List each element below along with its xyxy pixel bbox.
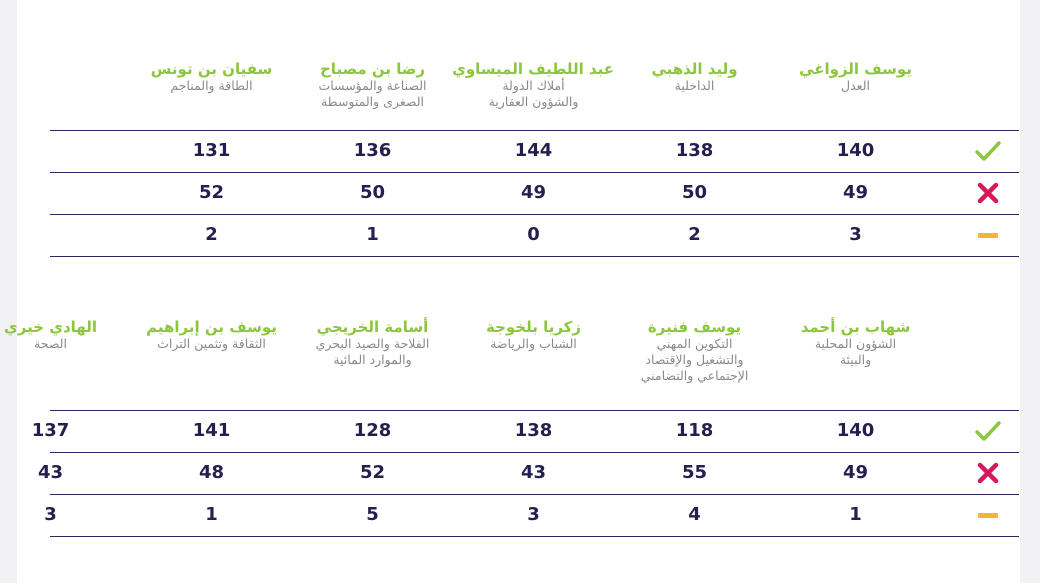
table-divider [50,130,1019,131]
vote-count-for: 140 [836,420,875,441]
vote-row-for: 140 138 144 136 131 [50,130,1019,172]
vote-count-for: 138 [675,140,714,161]
cross-icon [975,181,1001,205]
minister-name: سفيان بن تونس [150,60,273,78]
vote-count-against: 55 [681,462,708,483]
vote-row-abstain: 3 2 0 1 2 [50,214,1019,256]
minister-header: يوسف بن إبراهيم الثقافة وتثمين التراث [131,318,292,352]
minister-portfolio: أملاك الدولة [502,78,565,93]
table-divider [50,214,1019,215]
vote-count-abstain: 0 [527,224,540,245]
vote-count-abstain: 1 [366,224,379,245]
minister-portfolio: الفلاحة والصيد البحري [315,336,430,351]
table-divider [50,256,1019,257]
minister-header: وليد الذهبي الداخلية [614,60,775,94]
minister-header: شهاب بن أحمد الشؤون المحلية والبيئة [775,318,936,368]
dash-icon [975,503,1001,527]
vote-count-against: 49 [842,462,869,483]
minister-header: يوسف فنيرة التكوين المهني والتشغيل والإقتص… [614,318,775,384]
vote-count-for: 128 [353,420,392,441]
table-divider [50,452,1019,453]
minister-header: سفيان بن تونس الطاقة والمناجم [131,60,292,94]
minister-portfolio: الثقافة وتثمين التراث [157,336,266,351]
minister-portfolio: التكوين المهني [656,336,733,351]
vote-count-abstain: 3 [44,504,57,525]
vote-count-abstain: 2 [688,224,701,245]
vote-count-abstain: 1 [205,504,218,525]
check-icon [975,419,1001,443]
minister-portfolio: الصناعة والمؤسسات [318,78,427,93]
vote-count-abstain: 4 [688,504,701,525]
minister-portfolio: والشؤون العقارية [488,94,579,109]
minister-name: أسامة الخريجي [316,318,429,336]
minister-portfolio: الإجتماعي والتضامني [640,368,749,383]
minister-portfolio: والبيئة [839,352,872,367]
minister-portfolio: الطاقة والمناجم [170,78,253,93]
minister-header: زكريا بلخوجة الشباب والرياضة [453,318,614,352]
cross-icon [975,461,1001,485]
vote-count-against: 43 [520,462,547,483]
table-divider [50,410,1019,411]
vote-count-against: 49 [520,182,547,203]
vote-count-abstain: 1 [849,504,862,525]
minister-portfolio: العدل [841,78,870,93]
minister-name: شهاب بن أحمد [800,318,911,336]
vote-count-against: 48 [198,462,225,483]
vote-count-for: 118 [675,420,714,441]
minister-header: عبد اللطيف الميساوي أملاك الدولة والشؤون ا… [452,60,614,110]
minister-portfolio: والتشغيل والإقتصاد [645,352,744,367]
check-icon [975,139,1001,163]
vote-count-against: 50 [681,182,708,203]
vote-count-for: 140 [836,140,875,161]
minister-name: يوسف فنيرة [647,318,742,336]
vote-count-for: 144 [514,140,553,161]
minister-header-row: شهاب بن أحمد الشؤون المحلية والبيئة يوسف فن… [4,318,1019,388]
vote-row-abstain: 1 4 3 5 1 3 [44,494,1019,536]
minister-header: رضا بن مصباح الصناعة والمؤسسات الصغرى والم… [292,60,453,110]
vote-row-against: 49 50 49 50 52 [50,172,1019,214]
minister-portfolio: الصغرى والمتوسطة [320,94,424,109]
vote-count-abstain: 5 [366,504,379,525]
vote-count-against: 52 [198,182,225,203]
minister-name: يوسف بن إبراهيم [146,318,277,336]
vote-count-abstain: 3 [527,504,540,525]
minister-header: أسامة الخريجي الفلاحة والصيد البحري والموا… [292,318,453,368]
vote-count-for: 137 [31,420,70,441]
vote-count-for: 136 [353,140,392,161]
table-divider [50,494,1019,495]
minister-portfolio: الصحة [34,336,67,351]
minister-portfolio: الشؤون المحلية [814,336,897,351]
vote-row-for: 140 118 138 128 141 137 [32,410,1019,452]
minister-header: الهادي خيري الصحة [0,318,131,352]
minister-name: رضا بن مصباح [320,60,425,78]
minister-name: وليد الذهبي [651,60,738,78]
minister-name: زكريا بلخوجة [485,318,582,336]
vote-section-2: شهاب بن أحمد الشؤون المحلية والبيئة يوسف فن… [4,318,1019,540]
minister-header-row: يوسف الزواغي العدل وليد الذهبي الداخلية عبد … [50,60,1019,130]
table-divider [50,536,1019,537]
minister-portfolio: الداخلية [674,78,715,93]
vote-count-for: 138 [514,420,553,441]
dash-icon [975,223,1001,247]
minister-portfolio: والموارد المائية [333,352,412,367]
vote-row-against: 49 55 43 52 48 43 [38,452,1019,494]
minister-portfolio: الشباب والرياضة [490,336,577,351]
vote-section-1: يوسف الزواغي العدل وليد الذهبي الداخلية عبد … [50,60,1019,260]
vote-count-abstain: 2 [205,224,218,245]
vote-count-against: 52 [359,462,386,483]
minister-name: الهادي خيري [4,318,97,336]
vote-count-against: 49 [842,182,869,203]
vote-count-for: 131 [192,140,231,161]
table-divider [50,172,1019,173]
vote-count-abstain: 3 [849,224,862,245]
minister-name: يوسف الزواغي [799,60,912,78]
vote-count-against: 43 [37,462,64,483]
minister-name: عبد اللطيف الميساوي [452,60,614,78]
vote-count-for: 141 [192,420,231,441]
minister-header: يوسف الزواغي العدل [775,60,936,94]
vote-count-against: 50 [359,182,386,203]
vote-results-card: يوسف الزواغي العدل وليد الذهبي الداخلية عبد … [4,0,1020,583]
